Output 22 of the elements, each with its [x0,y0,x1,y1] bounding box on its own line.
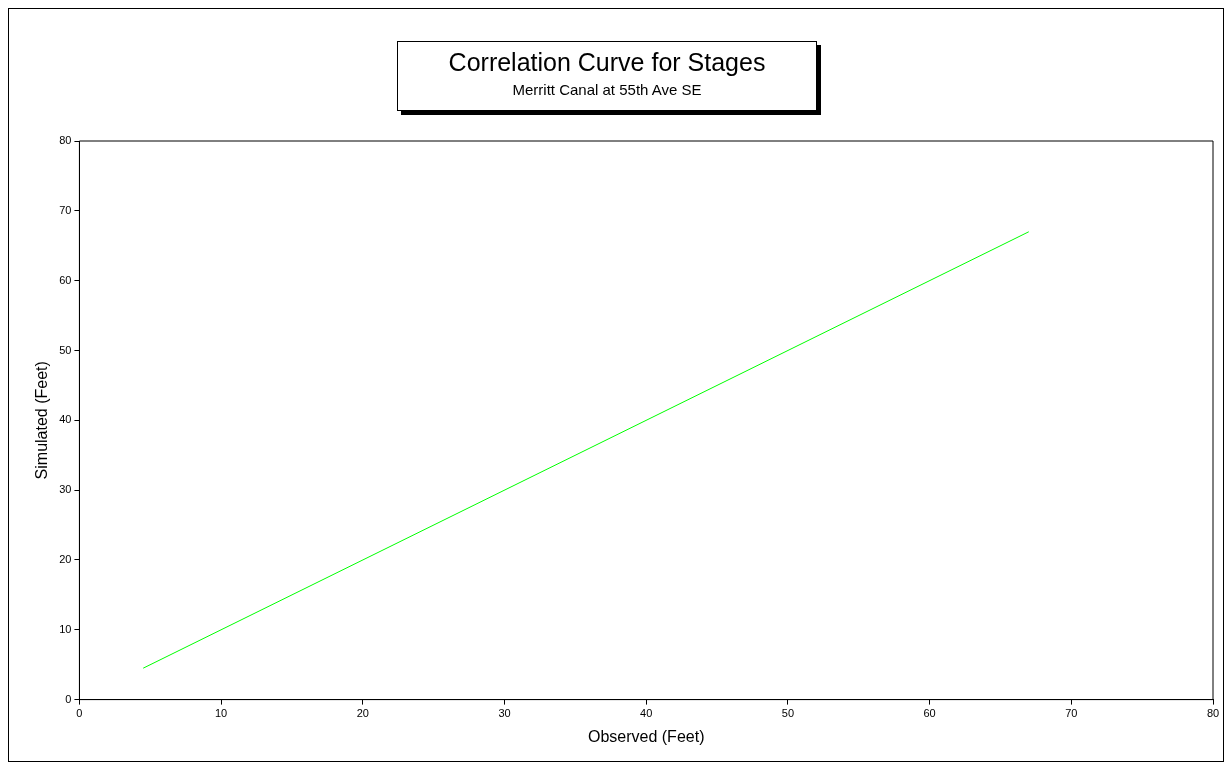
y-tick-label: 0 [65,692,72,705]
x-tick-label: 70 [1065,707,1078,720]
x-axis-title: Observed (Feet) [587,727,705,745]
y-tick-label: 80 [59,134,72,147]
y-tick-label: 60 [59,273,72,286]
y-tick-label: 30 [59,483,72,496]
x-tick-label: 0 [76,707,83,720]
y-tick-label: 50 [59,343,72,356]
y-tick-label: 20 [59,552,72,565]
y-tick-label: 10 [59,622,72,635]
y-axis-title: Simulated (Feet) [33,361,51,480]
x-tick-label: 60 [923,707,936,720]
x-tick-label: 20 [356,707,369,720]
x-tick-label: 30 [498,707,511,720]
y-tick-label: 70 [59,203,72,216]
chart-subtitle: Merritt Canal at 55th Ave SE [511,81,703,98]
x-tick-label: 10 [215,707,228,720]
x-tick-label: 50 [781,707,795,720]
chart-title: Correlation Curve for Stages [447,48,767,77]
y-tick-label: 40 [59,413,72,426]
x-tick-label: 40 [640,707,653,720]
x-tick-label: 80 [1206,707,1220,720]
